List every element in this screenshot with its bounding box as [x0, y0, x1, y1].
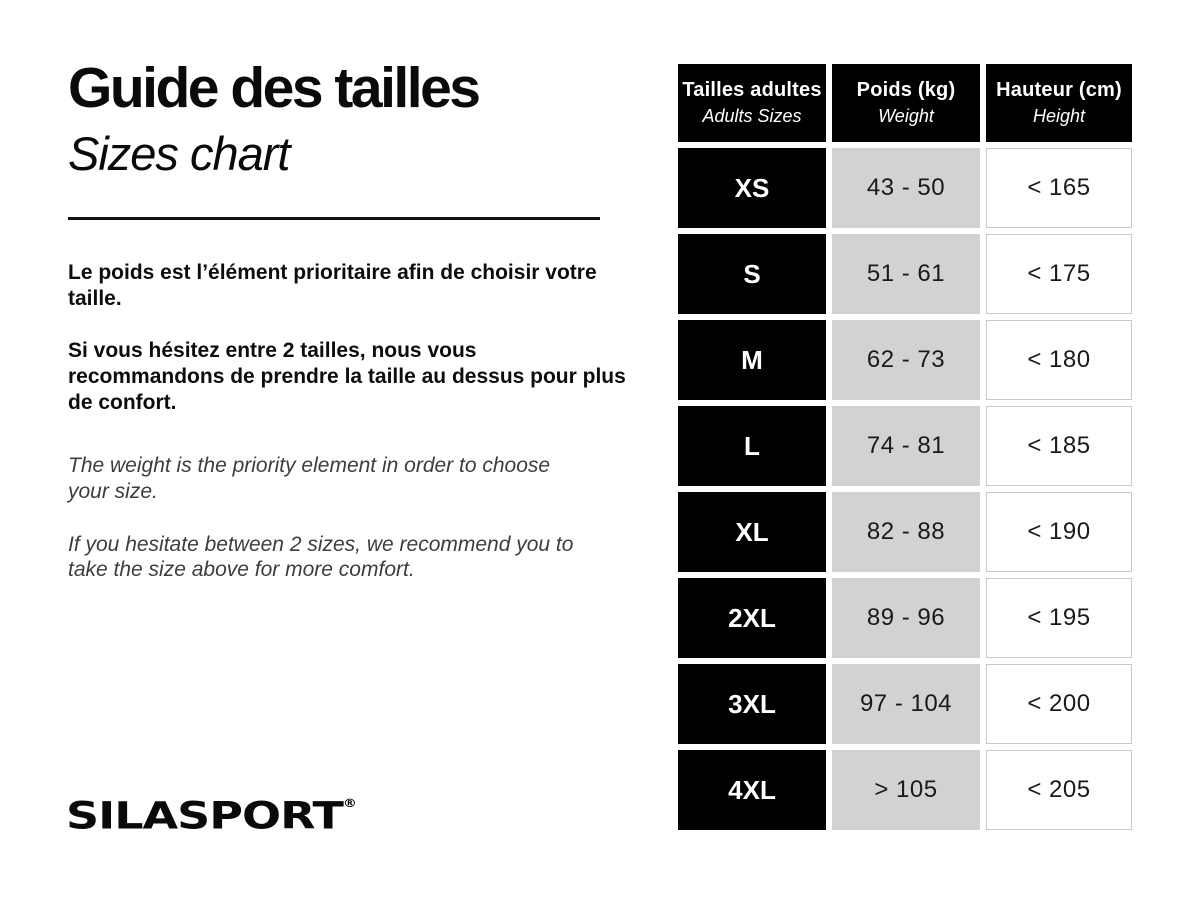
- page-subtitle: Sizes chart: [68, 126, 290, 180]
- registered-trademark-icon: ®: [342, 797, 357, 811]
- divider-line: [68, 217, 600, 221]
- weight-cell-xs: 43 - 50: [832, 148, 980, 228]
- height-cell-2xl: < 195: [986, 578, 1132, 658]
- height-cell-3xl: < 200: [986, 664, 1132, 744]
- column-header-height-en: Height: [1032, 106, 1086, 126]
- height-cell-4xl: < 205: [986, 750, 1132, 830]
- size-cell-m: M: [678, 320, 826, 400]
- intro-text-fr-2: Si vous hésitez entre 2 tailles, nous vo…: [68, 339, 626, 414]
- intro-panel: Guide des tailles Sizes chart Le poids e…: [68, 56, 628, 583]
- column-header-weight: Poids (kg) Weight: [832, 64, 980, 142]
- column-header-height-fr: Hauteur (cm): [996, 79, 1122, 101]
- height-cell-m: < 180: [986, 320, 1132, 400]
- weight-cell-m: 62 - 73: [832, 320, 980, 400]
- size-cell-4xl: 4XL: [678, 750, 826, 830]
- column-header-sizes-en: Adults Sizes: [702, 106, 802, 126]
- height-cell-s: < 175: [986, 234, 1132, 314]
- page-title: Guide des tailles: [68, 56, 481, 120]
- size-cell-xl: XL: [678, 492, 826, 572]
- size-cell-xs: XS: [678, 148, 826, 228]
- size-cell-l: L: [678, 406, 826, 486]
- intro-text-en-2: If you hesitate between 2 sizes, we reco…: [68, 532, 574, 582]
- weight-cell-2xl: 89 - 96: [832, 578, 980, 658]
- brand-logo: SILASPORT®: [66, 793, 357, 837]
- height-cell-xs: < 165: [986, 148, 1132, 228]
- intro-text-en-1: The weight is the priority element in or…: [68, 454, 551, 503]
- brand-logo-text: SILASPORT: [66, 793, 344, 838]
- size-cell-3xl: 3XL: [678, 664, 826, 744]
- weight-cell-l: 74 - 81: [832, 406, 980, 486]
- weight-cell-s: 51 - 61: [832, 234, 980, 314]
- height-cell-xl: < 190: [986, 492, 1132, 572]
- column-header-weight-en: Weight: [878, 106, 934, 126]
- column-header-sizes: Tailles adultes Adults Sizes: [678, 64, 826, 142]
- size-cell-s: S: [678, 234, 826, 314]
- size-table: Tailles adultes Adults Sizes Poids (kg) …: [678, 64, 1132, 830]
- weight-cell-3xl: 97 - 104: [832, 664, 980, 744]
- column-header-height: Hauteur (cm) Height: [986, 64, 1132, 142]
- weight-cell-xl: 82 - 88: [832, 492, 980, 572]
- weight-cell-4xl: > 105: [832, 750, 980, 830]
- size-cell-2xl: 2XL: [678, 578, 826, 658]
- column-header-sizes-fr: Tailles adultes: [682, 79, 822, 101]
- intro-text-fr-1: Le poids est l’élément prioritaire afin …: [68, 261, 597, 310]
- height-cell-l: < 185: [986, 406, 1132, 486]
- column-header-weight-fr: Poids (kg): [856, 79, 956, 101]
